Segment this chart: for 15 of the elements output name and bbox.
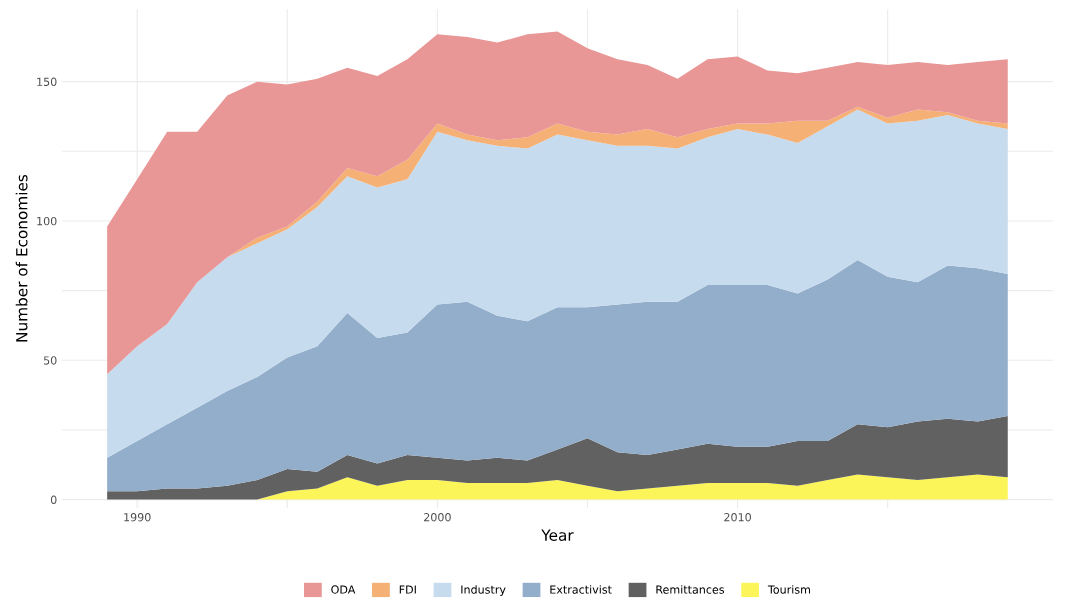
x-tick-label: 2000 [424,513,451,522]
legend-label: Tourism [767,585,810,594]
x-tick-label: 1990 [124,513,151,522]
x-tick-label: 2010 [724,513,751,522]
y-tick-label: 0 [50,495,57,504]
x-axis-title: Year [541,529,574,541]
legend-label: FDI [399,585,416,594]
legend-label: Industry [461,585,506,596]
legend-label: Extractivist [550,585,612,594]
y-tick-label: 50 [43,356,57,365]
y-tick-label: 100 [37,216,57,226]
y-axis-title: Number of Economies [15,174,28,342]
legend-label: Remittances [656,585,725,594]
legend-label: ODA [331,585,356,594]
y-tick-label: 150 [37,77,57,87]
